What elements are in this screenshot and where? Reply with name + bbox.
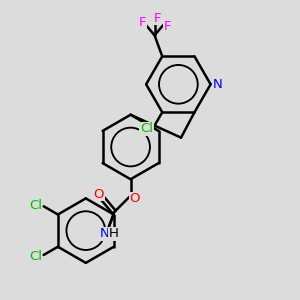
Text: N: N [100,227,110,240]
Text: Cl: Cl [29,250,42,263]
Text: O: O [94,188,104,201]
Text: Cl: Cl [140,122,153,135]
Text: F: F [154,11,161,25]
Text: F: F [164,20,171,33]
Text: F: F [139,16,147,29]
Text: Cl: Cl [29,199,42,212]
Text: H: H [109,227,118,240]
Text: O: O [129,192,140,205]
Text: N: N [212,78,222,91]
